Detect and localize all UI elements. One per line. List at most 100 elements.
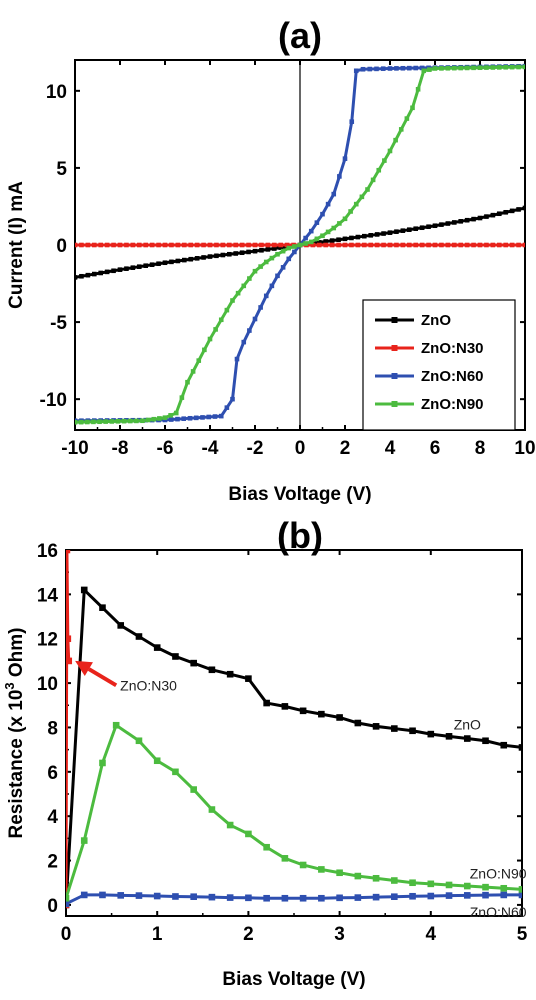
data-point	[185, 379, 190, 385]
data-point	[135, 892, 143, 899]
data-point	[175, 242, 181, 248]
data-point	[190, 369, 196, 374]
data-point	[99, 604, 106, 611]
data-point	[349, 242, 354, 248]
data-point	[463, 735, 471, 742]
data-point	[500, 891, 508, 899]
series-line	[66, 893, 522, 906]
data-point	[458, 219, 464, 224]
data-point	[359, 194, 365, 200]
annotation-label: ZnO:N90	[470, 865, 527, 881]
data-point	[464, 217, 470, 223]
annotation-label: ZnO:N30	[120, 677, 177, 693]
data-point	[281, 855, 289, 862]
y-tick-label: 4	[47, 807, 58, 828]
series-zno-n90	[75, 64, 525, 425]
data-point	[432, 223, 438, 229]
data-point	[226, 670, 234, 678]
data-point	[419, 65, 425, 71]
data-point	[432, 66, 438, 71]
data-point	[316, 240, 322, 245]
data-point	[117, 622, 125, 629]
data-point	[303, 235, 308, 241]
data-point	[66, 900, 70, 908]
y-axis-title: Current (I) mA	[6, 181, 27, 309]
data-point	[496, 242, 502, 248]
series-line	[66, 550, 71, 905]
data-point	[246, 242, 251, 248]
data-point	[439, 222, 444, 227]
data-point	[208, 893, 216, 901]
data-point	[354, 719, 362, 727]
series-zno-n60	[66, 891, 522, 908]
data-point	[233, 242, 239, 248]
data-point	[75, 242, 78, 248]
data-point	[409, 727, 416, 735]
data-point	[413, 226, 419, 231]
data-point	[342, 216, 348, 222]
data-point	[239, 242, 245, 248]
data-point	[162, 260, 168, 266]
data-point	[284, 242, 290, 248]
data-point	[181, 416, 187, 421]
data-point	[259, 242, 264, 248]
data-point	[381, 242, 386, 248]
data-point	[286, 256, 292, 262]
data-point	[230, 396, 235, 402]
data-point	[79, 273, 84, 279]
data-point	[490, 212, 496, 218]
data-point	[206, 414, 212, 420]
data-point	[516, 242, 521, 248]
data-point	[75, 275, 78, 280]
data-point	[99, 759, 106, 767]
data-point	[136, 264, 142, 269]
data-point	[173, 410, 179, 416]
data-point	[331, 191, 337, 197]
data-point	[207, 336, 213, 342]
panel-a: (a) -10 -8 -6 -4 -2 0 2 4 6 8 10 -10 -5 0 5 10 Bias Volta…	[6, 15, 536, 505]
data-point	[367, 66, 373, 72]
data-point	[208, 806, 216, 813]
data-point	[153, 892, 161, 900]
data-point	[336, 714, 343, 721]
data-point	[230, 298, 235, 303]
data-point	[79, 242, 84, 248]
data-point	[355, 242, 361, 248]
data-point	[394, 242, 399, 248]
data-point	[124, 242, 129, 248]
data-point	[263, 843, 270, 851]
x-tick-label: 4	[385, 438, 396, 459]
data-point	[445, 733, 453, 740]
data-point	[354, 894, 362, 901]
data-point	[181, 242, 187, 248]
x-tick-label: 8	[475, 438, 486, 459]
data-point	[445, 881, 453, 889]
data-point	[213, 327, 218, 332]
x-tick-label: 0	[61, 924, 72, 945]
data-point	[214, 253, 219, 259]
data-point	[201, 242, 206, 248]
x-tick-label: 2	[243, 924, 254, 945]
data-point	[387, 148, 393, 154]
data-point	[427, 880, 435, 888]
data-point	[372, 874, 380, 882]
data-point	[361, 242, 367, 248]
data-point	[427, 730, 435, 738]
data-point	[451, 220, 457, 225]
data-point	[99, 891, 106, 899]
legend-marker	[391, 345, 398, 351]
y-tick-label: -10	[40, 390, 67, 411]
data-point	[439, 66, 444, 71]
data-point	[117, 892, 125, 899]
data-point	[91, 271, 97, 277]
data-point	[112, 721, 120, 729]
y-tick-label: 10	[37, 674, 58, 695]
data-point	[336, 894, 343, 902]
y-tick-label: 12	[37, 630, 58, 651]
data-point	[451, 65, 457, 71]
data-point	[247, 328, 252, 333]
data-point	[188, 242, 194, 248]
data-point	[518, 744, 522, 751]
data-point	[214, 242, 219, 248]
data-point	[410, 105, 415, 111]
